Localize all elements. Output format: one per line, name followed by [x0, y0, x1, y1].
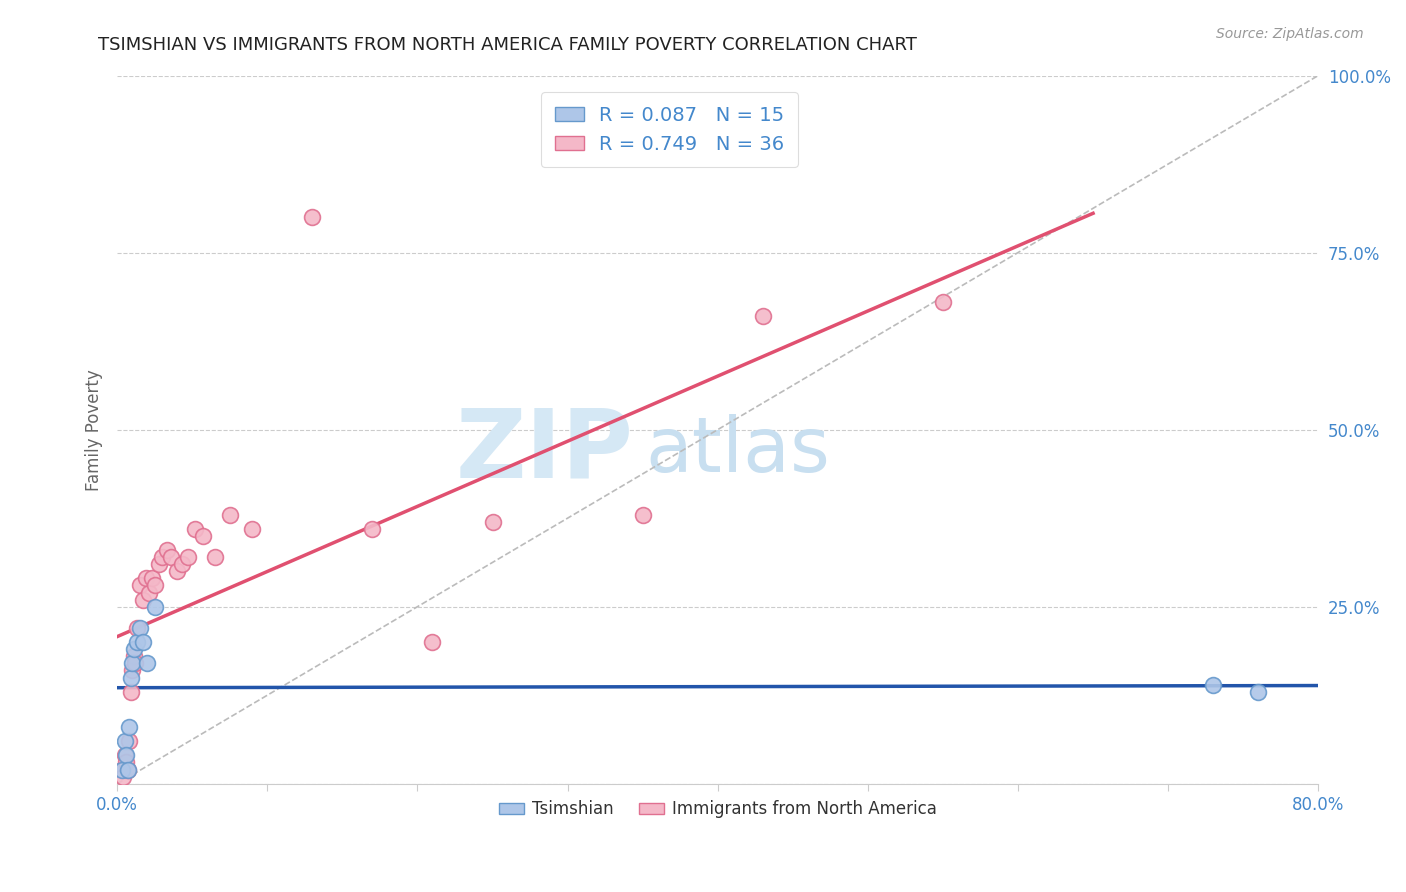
Point	[117, 763, 139, 777]
Point	[1202, 677, 1225, 691]
Point	[125, 635, 148, 649]
Point	[191, 529, 214, 543]
Point	[114, 748, 136, 763]
Point	[115, 748, 138, 763]
Point	[120, 671, 142, 685]
Point	[125, 621, 148, 635]
Point	[128, 578, 150, 592]
Point	[932, 295, 955, 310]
Point	[118, 734, 141, 748]
Legend: Tsimshian, Immigrants from North America: Tsimshian, Immigrants from North America	[492, 794, 943, 825]
Point	[177, 550, 200, 565]
Point	[631, 508, 654, 522]
Point	[132, 592, 155, 607]
Point	[204, 550, 226, 565]
Point	[143, 599, 166, 614]
Point	[148, 557, 170, 571]
Point	[143, 578, 166, 592]
Point	[117, 763, 139, 777]
Point	[141, 571, 163, 585]
Point	[135, 571, 157, 585]
Point	[115, 756, 138, 770]
Text: ZIP: ZIP	[456, 404, 634, 498]
Point	[752, 310, 775, 324]
Point	[124, 657, 146, 671]
Point	[160, 550, 183, 565]
Point	[121, 657, 143, 671]
Point	[118, 720, 141, 734]
Point	[120, 684, 142, 698]
Point	[111, 763, 134, 777]
Point	[422, 635, 444, 649]
Point	[170, 557, 193, 571]
Point	[111, 763, 134, 777]
Point	[132, 635, 155, 649]
Point	[150, 550, 173, 565]
Y-axis label: Family Poverty: Family Poverty	[86, 368, 103, 491]
Text: TSIMSHIAN VS IMMIGRANTS FROM NORTH AMERICA FAMILY POVERTY CORRELATION CHART: TSIMSHIAN VS IMMIGRANTS FROM NORTH AMERI…	[98, 36, 917, 54]
Point	[128, 621, 150, 635]
Point	[361, 522, 384, 536]
Point	[184, 522, 207, 536]
Point	[136, 657, 159, 671]
Point	[481, 515, 503, 529]
Point	[166, 564, 188, 578]
Text: atlas: atlas	[645, 414, 831, 488]
Point	[1247, 684, 1270, 698]
Point	[156, 543, 179, 558]
Point	[114, 734, 136, 748]
Point	[138, 585, 160, 599]
Point	[112, 770, 135, 784]
Point	[122, 642, 145, 657]
Point	[240, 522, 263, 536]
Text: Source: ZipAtlas.com: Source: ZipAtlas.com	[1216, 27, 1364, 41]
Point	[301, 210, 323, 224]
Point	[218, 508, 240, 522]
Point	[121, 664, 143, 678]
Point	[122, 649, 145, 664]
